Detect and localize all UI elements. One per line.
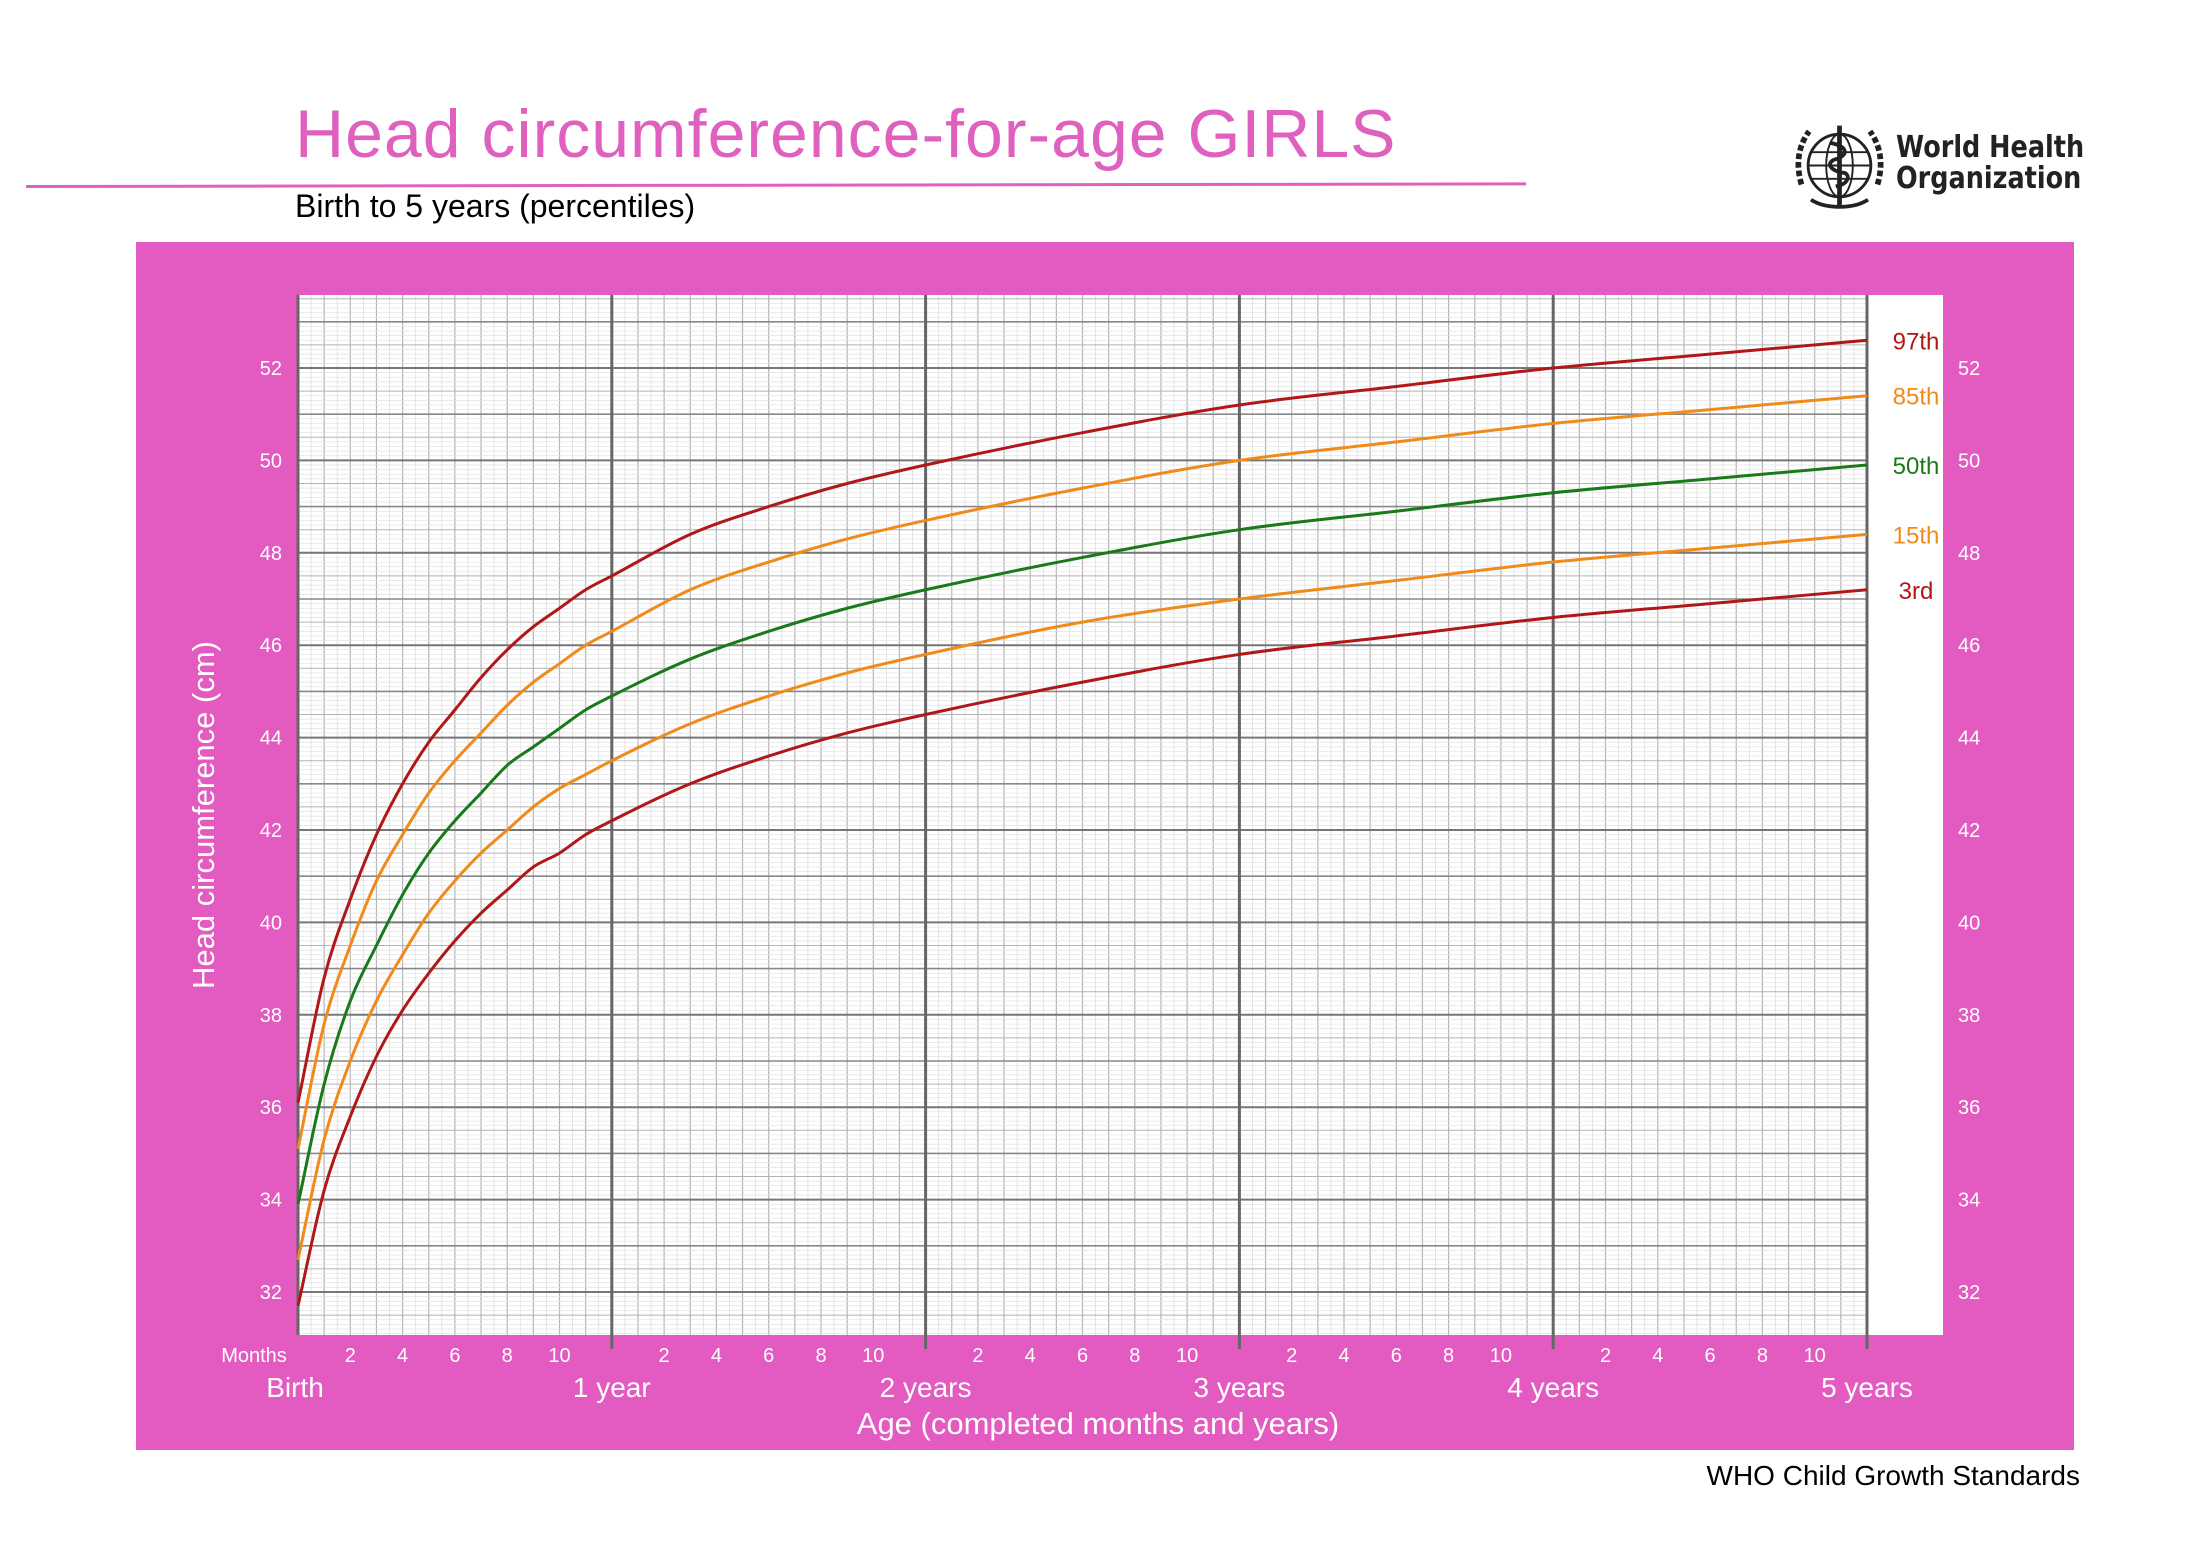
percentile-curve-15th <box>296 532 1868 1260</box>
who-logo: World Health Organization <box>1792 118 2092 213</box>
x-year-label: 4 years <box>1507 1372 1599 1403</box>
percentile-label-97th: 97th <box>1893 328 1940 355</box>
y-tick-label-left: 44 <box>260 728 282 750</box>
percentile-curve-97th <box>296 338 1868 1103</box>
y-tick-label-left: 34 <box>260 1190 282 1212</box>
y-tick-label-right: 42 <box>1958 820 1980 842</box>
percentile-curve-3rd <box>296 588 1868 1307</box>
x-month-tick-label: 6 <box>1705 1345 1716 1367</box>
x-month-tick-label: 2 <box>659 1345 670 1367</box>
x-month-tick-label: 4 <box>1652 1345 1663 1367</box>
x-month-tick-label: 2 <box>345 1345 356 1367</box>
y-tick-label-right: 48 <box>1958 543 1980 565</box>
percentile-label-85th: 85th <box>1893 384 1940 411</box>
x-month-tick-label: 8 <box>815 1345 826 1367</box>
page-title: Head circumference-for-age GIRLS <box>295 96 1397 172</box>
x-month-tick-label: 4 <box>1338 1345 1349 1367</box>
y-tick-label-left: 52 <box>260 358 282 380</box>
y-tick-label-right: 32 <box>1958 1282 1980 1304</box>
x-year-label: 2 years <box>880 1372 972 1403</box>
percentile-label-3rd: 3rd <box>1899 578 1934 605</box>
y-tick-label-right: 38 <box>1958 1005 1980 1027</box>
title-underline <box>25 182 1527 188</box>
x-unit-label: Months <box>221 1345 287 1367</box>
x-month-tick-label: 4 <box>397 1345 408 1367</box>
x-year-label: Birth <box>266 1372 324 1403</box>
y-tick-label-left: 48 <box>260 543 282 565</box>
x-month-tick-label: 10 <box>1176 1345 1198 1367</box>
x-month-tick-label: 10 <box>862 1345 884 1367</box>
y-tick-label-right: 40 <box>1958 912 1980 934</box>
y-tick-label-right: 36 <box>1958 1097 1980 1119</box>
footer-credit: WHO Child Growth Standards <box>1706 1460 2080 1491</box>
x-month-tick-label: 10 <box>1490 1345 1512 1367</box>
y-tick-label-left: 36 <box>260 1097 282 1119</box>
page-subtitle: Birth to 5 years (percentiles) <box>295 188 696 224</box>
x-month-tick-label: 10 <box>548 1345 570 1367</box>
who-wordmark-line1: World Health <box>1896 130 2085 165</box>
percentile-curve-85th <box>296 394 1868 1150</box>
x-month-tick-label: 4 <box>1025 1345 1036 1367</box>
x-month-tick-label: 4 <box>711 1345 722 1367</box>
y-tick-label-left: 42 <box>260 820 282 842</box>
y-tick-label-left: 40 <box>260 912 282 934</box>
x-axis-title: Age (completed months and years) <box>857 1406 1339 1441</box>
x-month-tick-label: 2 <box>972 1345 983 1367</box>
who-wordmark-line2: Organization <box>1896 161 2082 196</box>
percentile-label-50th: 50th <box>1893 453 1940 480</box>
percentile-label-15th: 15th <box>1893 522 1940 549</box>
x-month-tick-label: 8 <box>1757 1345 1768 1367</box>
x-year-label: 3 years <box>1193 1372 1285 1403</box>
y-tick-label-right: 50 <box>1958 450 1980 472</box>
who-emblem-icon <box>1795 125 1884 209</box>
plot-background <box>298 295 1943 1335</box>
y-axis-title: Head circumference (cm) <box>186 641 221 989</box>
x-month-tick-label: 6 <box>1077 1345 1088 1367</box>
x-month-tick-label: 6 <box>449 1345 460 1367</box>
x-month-tick-label: 8 <box>502 1345 513 1367</box>
x-month-tick-label: 8 <box>1129 1345 1140 1367</box>
growth-chart: 97th 85th 50th 15th 3rd 32 32 34 34 36 36 38 38 40 40 4… <box>186 295 1980 1441</box>
percentile-curve-50th <box>296 463 1868 1205</box>
y-tick-label-right: 44 <box>1958 728 1980 750</box>
y-tick-label-right: 46 <box>1958 635 1980 657</box>
x-month-tick-label: 2 <box>1286 1345 1297 1367</box>
x-month-tick-label: 6 <box>763 1345 774 1367</box>
x-month-tick-label: 6 <box>1391 1345 1402 1367</box>
x-month-tick-label: 2 <box>1600 1345 1611 1367</box>
y-tick-label-left: 32 <box>260 1282 282 1304</box>
y-tick-label-left: 46 <box>260 635 282 657</box>
x-month-tick-label: 8 <box>1443 1345 1454 1367</box>
who-wordmark: World Health Organization <box>1896 132 2084 194</box>
y-tick-label-right: 52 <box>1958 358 1980 380</box>
y-tick-label-right: 34 <box>1958 1190 1980 1212</box>
x-year-label: 1 year <box>573 1372 651 1403</box>
y-tick-label-left: 38 <box>260 1005 282 1027</box>
x-year-label: 5 years <box>1821 1372 1913 1403</box>
chart-panel: 97th 85th 50th 15th 3rd 32 32 34 34 36 36 38 38 40 40 4… <box>136 242 2074 1450</box>
y-tick-label-left: 50 <box>260 450 282 472</box>
x-month-tick-label: 10 <box>1804 1345 1826 1367</box>
